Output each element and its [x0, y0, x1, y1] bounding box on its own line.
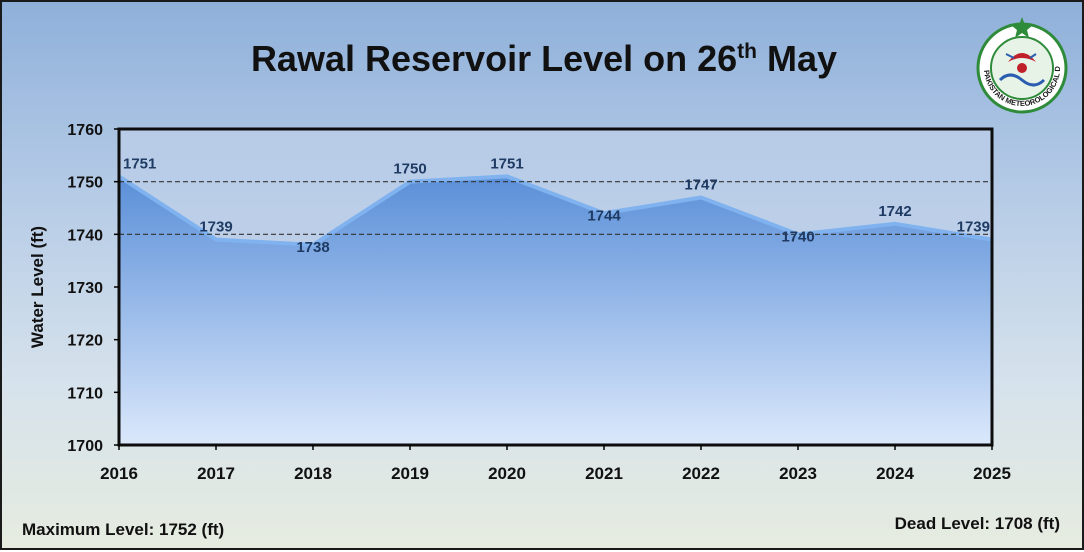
title-tail: May: [767, 38, 838, 79]
data-label-2023: 1740: [781, 228, 814, 245]
data-label-2016: 1751: [123, 155, 156, 172]
data-label-2025: 1739: [957, 219, 990, 236]
y-tick-label-1730: 1730: [67, 280, 103, 297]
x-tick-label-2021: 2021: [585, 464, 623, 483]
data-label-2017: 1739: [199, 219, 232, 236]
x-tick-label-2022: 2022: [682, 464, 720, 483]
y-tick-label-1750: 1750: [67, 175, 103, 192]
maximum-level-label: Maximum Level: 1752 (ft): [22, 520, 225, 539]
x-tick-label-2019: 2019: [391, 464, 429, 483]
x-tick-label-2020: 2020: [488, 464, 526, 483]
data-label-2020: 1751: [490, 155, 523, 172]
x-tick-label-2017: 2017: [197, 464, 235, 483]
data-label-2019: 1750: [393, 161, 426, 178]
y-tick-label-1720: 1720: [67, 333, 103, 350]
data-label-2024: 1742: [878, 203, 911, 220]
pmd-logo-icon: PAKISTAN METEOROLOGICAL DEPARTMENT: [970, 14, 1068, 114]
y-axis-title: Water Level (ft): [28, 226, 47, 348]
data-label-2021: 1744: [587, 207, 621, 224]
series-line-water-level: [117, 174, 993, 247]
y-tick-label-1740: 1740: [67, 227, 103, 244]
y-tick-label-1760: 1760: [67, 122, 103, 139]
title-main: Rawal Reservoir Level on 26: [250, 38, 738, 79]
x-tick-label-2023: 2023: [779, 464, 817, 483]
data-label-2022: 1747: [684, 176, 717, 193]
data-label-2018: 1738: [296, 239, 329, 256]
x-tick-label-2025: 2025: [973, 464, 1011, 483]
dead-level-label: Dead Level: 1708 (ft): [894, 514, 1060, 533]
title-superscript: th: [737, 40, 757, 63]
x-tick-label-2024: 2024: [876, 464, 914, 483]
x-tick-label-2016: 2016: [100, 464, 138, 483]
chart-title: Rawal Reservoir Level on 26th May: [2, 38, 1084, 80]
x-tick-label-2018: 2018: [294, 464, 332, 483]
y-tick-label-1710: 1710: [67, 385, 103, 402]
y-tick-label-1700: 1700: [67, 438, 103, 455]
area-series-water-level: [119, 176, 992, 445]
